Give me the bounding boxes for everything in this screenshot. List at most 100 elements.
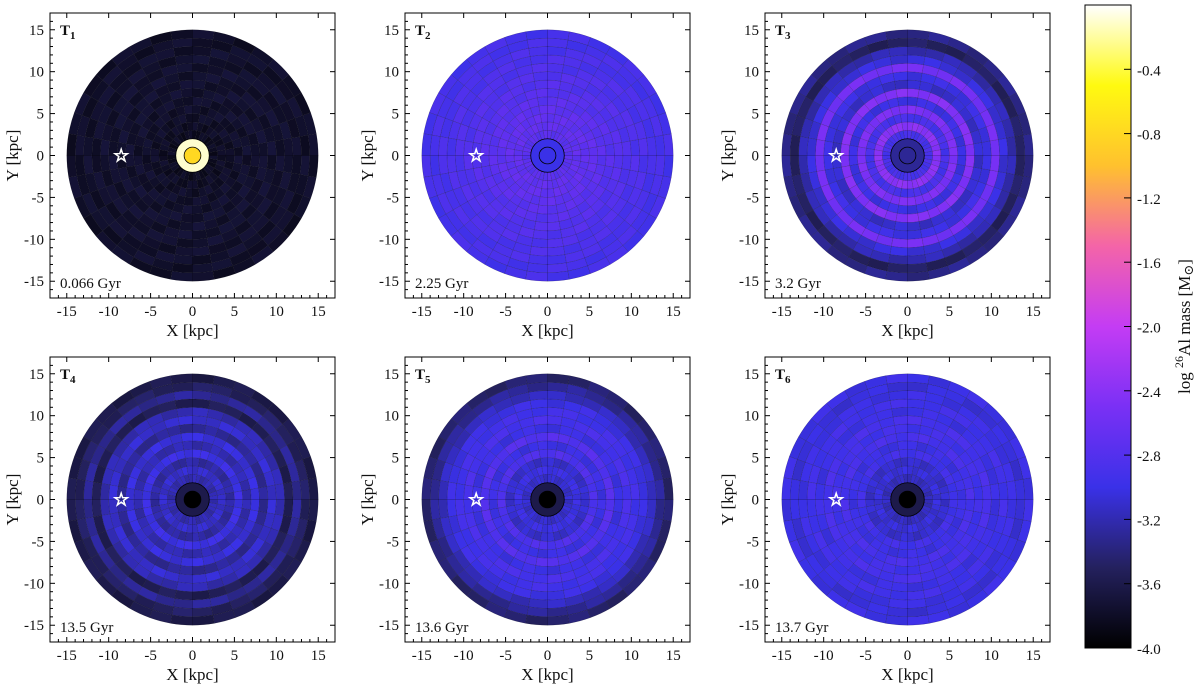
disk-cell xyxy=(547,590,566,601)
disk-cell xyxy=(931,499,942,506)
disk-cell xyxy=(844,519,858,534)
disk-cell xyxy=(926,133,937,144)
disk-cell xyxy=(518,72,535,85)
disk-cell xyxy=(137,586,159,603)
disk-cell xyxy=(513,205,528,219)
disk-cell xyxy=(897,440,908,451)
disk-cell xyxy=(949,419,968,436)
disk-cell xyxy=(907,573,923,584)
disk-cell xyxy=(492,52,514,69)
disk-cell xyxy=(170,126,181,137)
disk-cell xyxy=(274,139,285,156)
disk-cell xyxy=(597,175,611,190)
disk-cell xyxy=(529,398,548,409)
disk-cell xyxy=(869,428,885,442)
y-tick-label: -10 xyxy=(379,576,399,592)
disk-cell xyxy=(192,121,199,132)
disk-cell xyxy=(154,428,170,442)
disk-cell xyxy=(144,169,157,181)
disk-cell xyxy=(93,120,107,140)
disk-cell xyxy=(170,29,193,41)
disk-cell xyxy=(208,462,220,475)
disk-cell xyxy=(799,117,814,139)
disk-cell xyxy=(611,197,628,216)
disk-cell xyxy=(256,197,273,216)
disk-cell xyxy=(575,412,594,428)
disk-cell xyxy=(278,515,292,535)
disk-cell xyxy=(894,565,908,576)
disk-cell xyxy=(894,423,908,434)
disk-cell xyxy=(998,499,1009,518)
disk-cell xyxy=(134,441,150,457)
disk-cell xyxy=(97,186,113,207)
disk-cell xyxy=(91,155,102,174)
disk-cell xyxy=(576,200,591,214)
y-tick-label: -5 xyxy=(387,534,400,550)
disk-cell xyxy=(907,390,927,401)
disk-cell xyxy=(160,467,172,479)
disk-cell xyxy=(509,428,525,442)
disk-cell xyxy=(180,88,193,99)
disk-cell xyxy=(258,499,269,513)
colorbar: -0.4-0.8-1.2-1.6-2.0-2.4-2.8-3.2-3.6-4.0… xyxy=(1084,4,1196,658)
disk-cell xyxy=(840,499,851,512)
disk-cell xyxy=(492,396,514,413)
disk-cell xyxy=(213,123,225,135)
disk-cell xyxy=(877,198,891,211)
disk-cell xyxy=(882,107,894,120)
disk-cell xyxy=(649,459,664,481)
disk-cell xyxy=(489,97,505,113)
disk-cell xyxy=(149,609,173,624)
disk-map xyxy=(781,29,1034,282)
y-tick-label: -10 xyxy=(24,232,44,248)
disk-cell xyxy=(278,171,292,191)
disk-cell xyxy=(566,257,588,272)
disk-cell xyxy=(907,415,923,426)
disk-cell xyxy=(921,451,933,464)
disk-cell xyxy=(921,191,933,204)
disk-cell xyxy=(175,176,185,188)
disk-cell xyxy=(965,589,989,609)
disk-cell xyxy=(262,90,280,110)
panel-label: T4 xyxy=(60,367,76,386)
disk-cell xyxy=(1014,134,1026,156)
disk-cell xyxy=(489,542,505,558)
disk-cell xyxy=(108,499,119,515)
disk-cell xyxy=(91,499,102,518)
disk-cell xyxy=(496,490,507,500)
disk-cell xyxy=(978,512,991,529)
disk-cell xyxy=(263,470,276,487)
disk-cell xyxy=(997,557,1017,581)
disk-cell xyxy=(907,113,916,123)
disk-cell xyxy=(512,400,532,414)
disk-cell xyxy=(302,175,317,199)
disk-cell xyxy=(820,453,836,472)
bulge-inner-circle xyxy=(898,146,917,165)
disk-cell xyxy=(864,97,879,111)
disk-cell xyxy=(799,461,814,483)
disk-cell xyxy=(586,506,598,518)
disk-cell xyxy=(200,97,213,109)
disk-cell xyxy=(484,37,508,55)
colorbar-tick-label: -1.6 xyxy=(1137,256,1161,272)
disk-cell xyxy=(463,499,474,515)
disk-cell xyxy=(921,64,940,78)
disk-cell xyxy=(590,542,606,558)
disk-cell xyxy=(537,96,548,107)
disk-cell xyxy=(234,419,253,436)
disk-cell xyxy=(133,44,156,62)
disk-cell xyxy=(812,530,828,551)
disk-cell xyxy=(180,556,193,567)
disk-cell xyxy=(878,570,895,583)
disk-cell xyxy=(470,422,489,441)
disk-cell xyxy=(941,586,963,603)
disk-cell xyxy=(907,465,914,476)
disk-cell xyxy=(547,113,556,123)
disk-cell xyxy=(584,192,600,208)
disk-cell xyxy=(134,528,148,543)
disk-cell xyxy=(140,103,156,119)
disk-cell xyxy=(547,614,570,626)
disk-cell xyxy=(76,459,91,481)
disk-cell xyxy=(634,189,651,211)
